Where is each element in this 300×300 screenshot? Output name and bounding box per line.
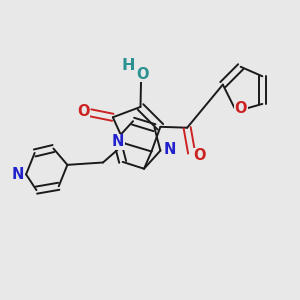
Text: H: H xyxy=(122,58,135,73)
Text: O: O xyxy=(77,104,89,119)
Text: O: O xyxy=(234,101,247,116)
Text: O: O xyxy=(193,148,205,164)
Text: O: O xyxy=(136,67,149,82)
Text: N: N xyxy=(163,142,176,157)
Text: N: N xyxy=(11,167,24,182)
Text: N: N xyxy=(112,134,124,149)
